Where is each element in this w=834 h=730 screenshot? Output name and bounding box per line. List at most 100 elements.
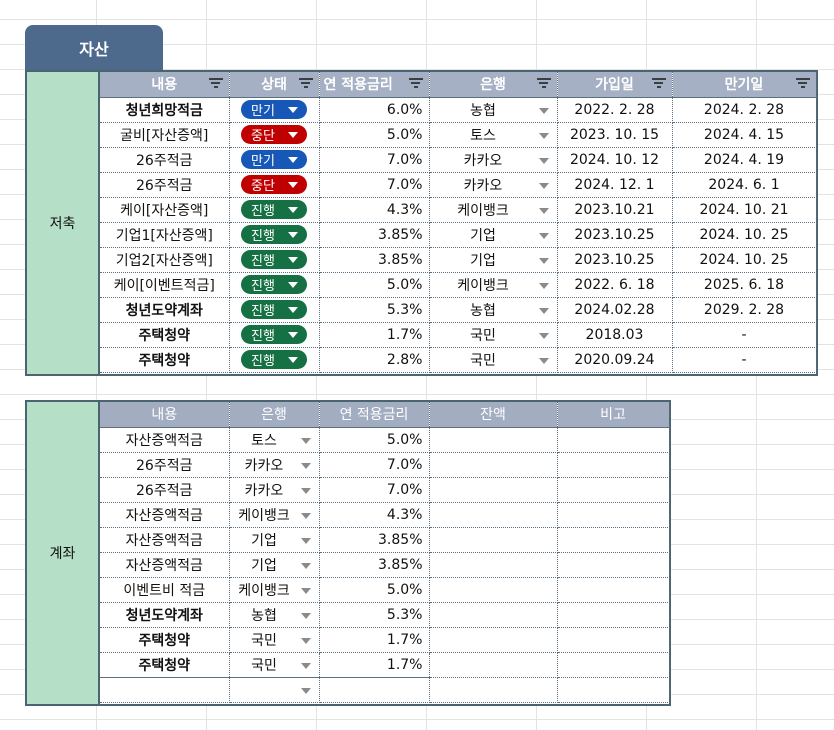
cell-status[interactable]: 중단 xyxy=(229,122,320,148)
cell-name[interactable]: 굴비[자산증액] xyxy=(100,122,230,148)
chevron-down-icon[interactable] xyxy=(538,107,549,114)
chevron-down-icon[interactable] xyxy=(300,512,311,519)
cell-name[interactable]: 자산증액적금 xyxy=(100,527,230,553)
cell-bank[interactable]: 농협 xyxy=(429,297,558,323)
chevron-down-icon[interactable] xyxy=(300,437,311,444)
chevron-down-icon[interactable] xyxy=(288,132,298,138)
filter-icon[interactable] xyxy=(651,78,666,90)
cell-rate[interactable]: 7.0% xyxy=(319,147,430,173)
cell-name[interactable]: 주택청약 xyxy=(100,627,230,653)
cell-join-date[interactable]: 2020.09.24 xyxy=(557,347,673,373)
chevron-down-icon[interactable] xyxy=(538,232,549,239)
chevron-down-icon[interactable] xyxy=(288,157,298,163)
cell-join-date[interactable]: 2023.10.21 xyxy=(557,197,673,223)
cell-status[interactable]: 진행 xyxy=(229,322,320,348)
cell-name[interactable]: 주택청약 xyxy=(100,322,230,348)
cell-balance[interactable] xyxy=(429,652,558,678)
cell-bank[interactable]: 농협 xyxy=(229,602,320,628)
status-badge[interactable]: 진행 xyxy=(241,275,307,294)
cell-note[interactable] xyxy=(557,602,670,628)
cell-balance[interactable] xyxy=(429,577,558,603)
chevron-down-icon[interactable] xyxy=(538,357,549,364)
cell-status[interactable]: 진행 xyxy=(229,247,320,273)
cell-join-date[interactable]: 2018.03 xyxy=(557,322,673,348)
cell-rate[interactable]: 4.3% xyxy=(319,502,430,528)
cell-name[interactable]: 주택청약 xyxy=(100,652,230,678)
cell-note[interactable] xyxy=(557,527,670,553)
cell-rate[interactable]: 3.85% xyxy=(319,222,430,248)
cell-rate[interactable]: 1.7% xyxy=(319,652,430,678)
cell-rate[interactable]: 5.0% xyxy=(319,427,430,453)
cell-rate[interactable]: 5.0% xyxy=(319,577,430,603)
cell-bank[interactable]: 농협 xyxy=(429,97,558,123)
chevron-down-icon[interactable] xyxy=(538,157,549,164)
cell-balance[interactable] xyxy=(429,527,558,553)
cell-rate[interactable]: 5.3% xyxy=(319,602,430,628)
cell-join-date[interactable]: 2023.10.25 xyxy=(557,247,673,273)
chevron-down-icon[interactable] xyxy=(288,332,298,338)
cell-name[interactable]: 케이[이벤트적금] xyxy=(100,272,230,298)
cell-note[interactable] xyxy=(557,627,670,653)
cell-join-date[interactable]: 2022. 2. 28 xyxy=(557,97,673,123)
cell-note[interactable] xyxy=(557,452,670,478)
cell-balance[interactable] xyxy=(429,477,558,503)
cell-join-date[interactable]: 2024.02.28 xyxy=(557,297,673,323)
chevron-down-icon[interactable] xyxy=(288,357,298,363)
filter-icon[interactable] xyxy=(208,78,223,90)
chevron-down-icon[interactable] xyxy=(288,257,298,263)
cell-name[interactable]: 기업2[자산증액] xyxy=(100,247,230,273)
cell-balance[interactable] xyxy=(429,502,558,528)
cell-maturity-date[interactable]: 2024. 10. 25 xyxy=(672,247,817,273)
cell-name[interactable]: 기업1[자산증액] xyxy=(100,222,230,248)
status-badge[interactable]: 진행 xyxy=(241,325,307,344)
cell-maturity-date[interactable]: 2024. 10. 25 xyxy=(672,222,817,248)
cell-rate[interactable]: 5.0% xyxy=(319,272,430,298)
cell-rate[interactable]: 7.0% xyxy=(319,452,430,478)
cell-join-date[interactable]: 2023.10.25 xyxy=(557,222,673,248)
cell-maturity-date[interactable]: 2024. 4. 15 xyxy=(672,122,817,148)
cell-bank[interactable]: 케이뱅크 xyxy=(229,577,320,603)
cell-status[interactable]: 만기 xyxy=(229,97,320,123)
cell-rate[interactable]: 7.0% xyxy=(319,477,430,503)
chevron-down-icon[interactable] xyxy=(538,182,549,189)
chevron-down-icon[interactable] xyxy=(288,307,298,313)
cell-name[interactable]: 자산증액적금 xyxy=(100,552,230,578)
cell-name[interactable]: 26주적금 xyxy=(100,147,230,173)
status-badge[interactable]: 만기 xyxy=(241,100,307,119)
cell-maturity-date[interactable]: 2029. 2. 28 xyxy=(672,297,817,323)
cell-bank[interactable]: 기업 xyxy=(429,222,558,248)
filter-icon[interactable] xyxy=(408,78,423,90)
chevron-down-icon[interactable] xyxy=(300,537,311,544)
cell-rate[interactable]: 6.0% xyxy=(319,97,430,123)
chevron-down-icon[interactable] xyxy=(288,207,298,213)
cell-maturity-date[interactable]: 2024. 6. 1 xyxy=(672,172,817,198)
chevron-down-icon[interactable] xyxy=(538,207,549,214)
chevron-down-icon[interactable] xyxy=(300,687,311,694)
cell-note[interactable] xyxy=(557,552,670,578)
chevron-down-icon[interactable] xyxy=(300,662,311,669)
cell-bank[interactable]: 카카오 xyxy=(429,147,558,173)
cell-status[interactable]: 만기 xyxy=(229,147,320,173)
cell-note[interactable] xyxy=(557,427,670,453)
cell-bank[interactable]: 국민 xyxy=(429,347,558,373)
cell-bank[interactable]: 국민 xyxy=(429,322,558,348)
cell-name[interactable]: 청년도약계좌 xyxy=(100,297,230,323)
cell-note[interactable] xyxy=(557,652,670,678)
cell-bank[interactable]: 케이뱅크 xyxy=(429,272,558,298)
cell-note[interactable] xyxy=(557,477,670,503)
cell-rate[interactable]: 7.0% xyxy=(319,172,430,198)
cell-maturity-date[interactable]: - xyxy=(672,322,817,348)
filter-icon[interactable] xyxy=(795,78,810,90)
cell-note[interactable] xyxy=(557,577,670,603)
chevron-down-icon[interactable] xyxy=(288,182,298,188)
cell-join-date[interactable]: 2023. 10. 15 xyxy=(557,122,673,148)
cell-bank[interactable] xyxy=(229,676,320,703)
cell-balance[interactable] xyxy=(429,552,558,578)
cell-name[interactable]: 주택청약 xyxy=(100,347,230,373)
cell-name[interactable]: 이벤트비 적금 xyxy=(100,577,230,603)
cell-rate[interactable] xyxy=(319,676,430,703)
chevron-down-icon[interactable] xyxy=(538,307,549,314)
filter-icon[interactable] xyxy=(536,78,551,90)
chevron-down-icon[interactable] xyxy=(538,132,549,139)
cell-bank[interactable]: 국민 xyxy=(229,652,320,678)
